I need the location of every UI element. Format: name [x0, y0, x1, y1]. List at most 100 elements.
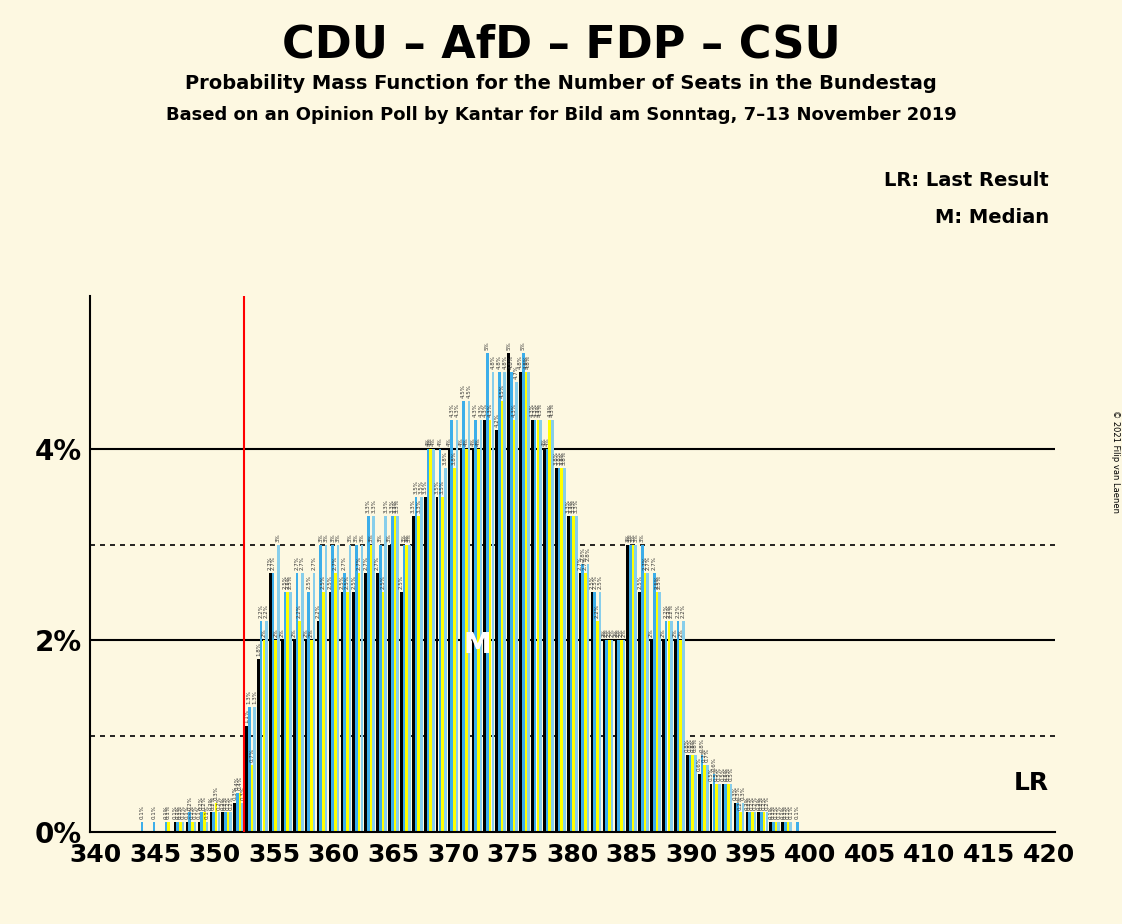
- Text: 0.1%: 0.1%: [776, 806, 781, 820]
- Text: 2.7%: 2.7%: [357, 556, 361, 570]
- Bar: [295, 573, 298, 832]
- Text: 4.5%: 4.5%: [467, 384, 471, 398]
- Text: 0.1%: 0.1%: [166, 806, 171, 820]
- Bar: [403, 544, 405, 832]
- Text: 3.3%: 3.3%: [366, 499, 371, 513]
- Bar: [381, 592, 384, 832]
- Text: 4%: 4%: [476, 437, 480, 446]
- Bar: [430, 449, 432, 832]
- Text: 2.7%: 2.7%: [578, 556, 582, 570]
- Text: 3.3%: 3.3%: [371, 499, 376, 513]
- Bar: [236, 794, 239, 832]
- Bar: [396, 516, 398, 832]
- Bar: [689, 755, 691, 832]
- Bar: [567, 516, 570, 832]
- Bar: [770, 822, 772, 832]
- Bar: [471, 449, 475, 832]
- Text: 0.1%: 0.1%: [175, 806, 181, 820]
- Text: 2.7%: 2.7%: [583, 556, 588, 570]
- Text: 5%: 5%: [521, 342, 526, 350]
- Bar: [549, 420, 551, 832]
- Bar: [784, 822, 787, 832]
- Text: 0.5%: 0.5%: [724, 767, 728, 781]
- Text: 3%: 3%: [368, 533, 374, 541]
- Text: 0.8%: 0.8%: [699, 738, 705, 752]
- Bar: [610, 640, 614, 832]
- Text: 0.2%: 0.2%: [758, 796, 764, 809]
- Text: 3%: 3%: [631, 533, 636, 541]
- Text: 2%: 2%: [261, 628, 266, 638]
- Text: 2.7%: 2.7%: [375, 556, 380, 570]
- Bar: [360, 544, 364, 832]
- Bar: [751, 812, 754, 832]
- Bar: [453, 468, 456, 832]
- Bar: [367, 516, 369, 832]
- Bar: [668, 621, 670, 832]
- Text: 2.2%: 2.2%: [681, 604, 686, 618]
- Bar: [605, 640, 608, 832]
- Bar: [293, 640, 295, 832]
- Text: 4.3%: 4.3%: [454, 404, 460, 418]
- Bar: [182, 822, 184, 832]
- Bar: [346, 592, 349, 832]
- Bar: [484, 420, 486, 832]
- Text: 2.5%: 2.5%: [351, 576, 357, 590]
- Text: 0.1%: 0.1%: [785, 806, 791, 820]
- Bar: [507, 353, 511, 832]
- Text: 2.2%: 2.2%: [666, 604, 671, 618]
- Text: CDU – AfD – FDP – CSU: CDU – AfD – FDP – CSU: [282, 23, 840, 67]
- Bar: [301, 573, 304, 832]
- Bar: [670, 621, 673, 832]
- Bar: [215, 803, 218, 832]
- Bar: [511, 372, 513, 832]
- Bar: [659, 592, 661, 832]
- Bar: [489, 420, 491, 832]
- Bar: [721, 784, 725, 832]
- Text: 4.3%: 4.3%: [482, 404, 487, 418]
- Text: 1.8%: 1.8%: [256, 642, 261, 656]
- Text: 2.7%: 2.7%: [270, 556, 276, 570]
- Text: 3%: 3%: [387, 533, 392, 541]
- Text: 0.2%: 0.2%: [220, 796, 226, 809]
- Text: 3%: 3%: [276, 533, 280, 541]
- Bar: [246, 726, 248, 832]
- Text: 2%: 2%: [616, 628, 622, 638]
- Bar: [653, 573, 655, 832]
- Bar: [275, 640, 277, 832]
- Bar: [257, 660, 260, 832]
- Bar: [176, 822, 180, 832]
- Bar: [646, 573, 649, 832]
- Text: 4%: 4%: [429, 437, 433, 446]
- Text: 2.7%: 2.7%: [364, 556, 368, 570]
- Text: 2.2%: 2.2%: [664, 604, 669, 618]
- Text: 0.5%: 0.5%: [709, 767, 714, 781]
- Bar: [715, 784, 718, 832]
- Bar: [310, 640, 313, 832]
- Text: 0.1%: 0.1%: [771, 806, 776, 820]
- Bar: [365, 573, 367, 832]
- Text: 0.5%: 0.5%: [714, 767, 719, 781]
- Bar: [698, 774, 700, 832]
- Bar: [587, 564, 589, 832]
- Bar: [197, 822, 200, 832]
- Text: © 2021 Filip van Laenen: © 2021 Filip van Laenen: [1111, 410, 1120, 514]
- Text: 3.5%: 3.5%: [414, 480, 419, 493]
- Text: 3%: 3%: [378, 533, 383, 541]
- Text: 3%: 3%: [640, 533, 645, 541]
- Bar: [356, 544, 358, 832]
- Text: 0.1%: 0.1%: [794, 806, 800, 820]
- Bar: [504, 372, 506, 832]
- Text: 2.5%: 2.5%: [283, 576, 287, 590]
- Text: 2%: 2%: [661, 628, 666, 638]
- Text: 0.1%: 0.1%: [178, 806, 183, 820]
- Text: 0.7%: 0.7%: [249, 748, 255, 761]
- Bar: [651, 640, 653, 832]
- Text: 3.3%: 3.3%: [573, 499, 579, 513]
- Text: 1.3%: 1.3%: [247, 690, 251, 704]
- Text: 3%: 3%: [359, 533, 365, 541]
- Bar: [358, 573, 360, 832]
- Bar: [725, 784, 727, 832]
- Text: 2.2%: 2.2%: [264, 604, 269, 618]
- Text: 2.7%: 2.7%: [268, 556, 273, 570]
- Bar: [376, 573, 379, 832]
